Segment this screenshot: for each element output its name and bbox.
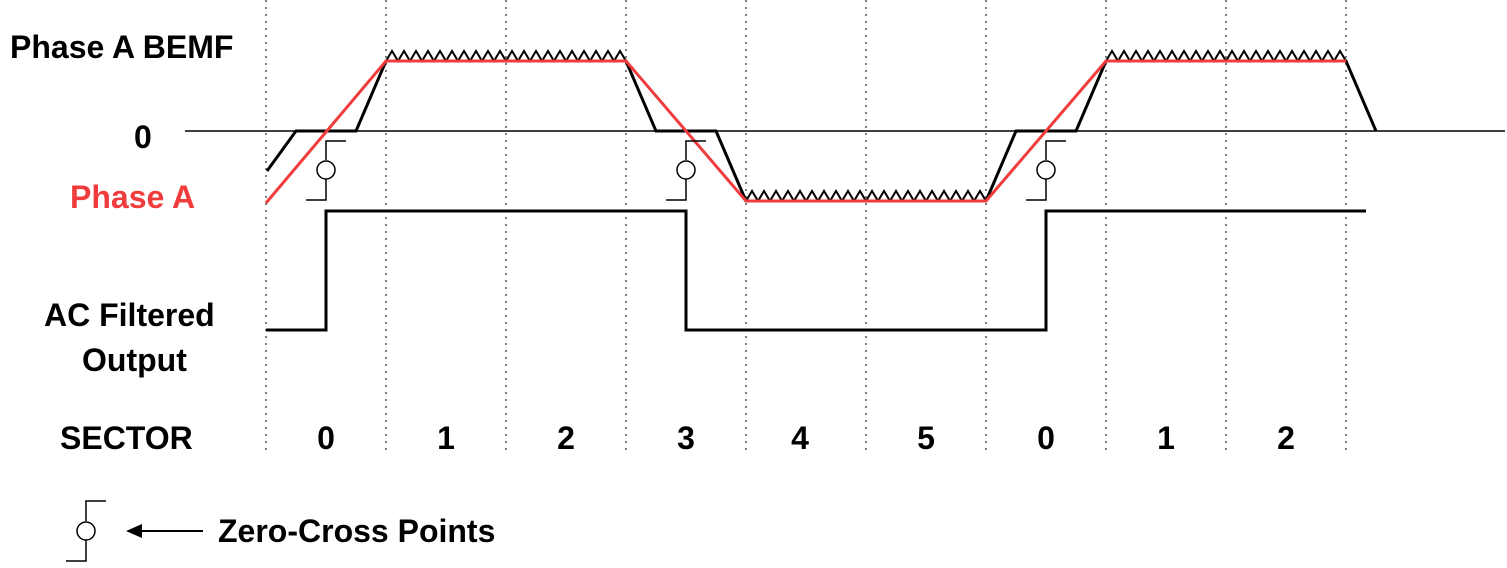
zero-cross-icon	[666, 140, 706, 201]
sector-number: 2	[557, 420, 575, 456]
sector-gridlines	[265, 0, 1347, 455]
sector-numbers: 0 1 2 3 4 5 0 1 2	[317, 420, 1295, 456]
ac-filtered-label-line2: Output	[82, 342, 187, 378]
phase-a-trace	[264, 59, 1346, 204]
legend-zero-cross-icon	[66, 500, 106, 562]
sector-number: 0	[317, 420, 335, 456]
sector-number: 2	[1277, 420, 1295, 456]
ac-filtered-output-trace	[266, 209, 1366, 332]
left-arrow-icon	[126, 524, 203, 538]
sector-number: 1	[1157, 420, 1175, 456]
bemf-label: Phase A BEMF	[10, 29, 233, 65]
sector-number: 3	[677, 420, 695, 456]
zero-cross-icon	[306, 140, 346, 201]
phase-a-label: Phase A	[70, 179, 195, 215]
sector-number: 0	[1037, 420, 1055, 456]
ac-filtered-label-line1: AC Filtered	[44, 297, 215, 333]
sector-number: 5	[917, 420, 935, 456]
zero-label: 0	[134, 119, 152, 155]
legend-label: Zero-Cross Points	[218, 513, 495, 549]
zero-cross-icon	[1026, 140, 1066, 201]
sector-label: SECTOR	[60, 420, 193, 456]
bemf-trace	[265, 59, 1378, 203]
sector-number: 4	[791, 420, 809, 456]
sector-number: 1	[437, 420, 455, 456]
